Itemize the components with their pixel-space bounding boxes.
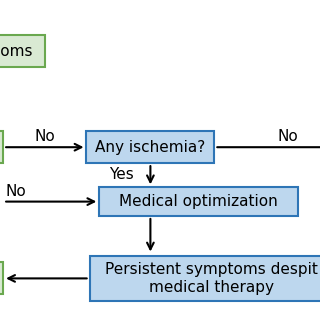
Text: Any ischemia?: Any ischemia? <box>95 140 205 155</box>
Text: Medical optimization: Medical optimization <box>119 194 278 209</box>
FancyBboxPatch shape <box>0 35 45 67</box>
Text: ic symptoms: ic symptoms <box>0 44 33 59</box>
FancyBboxPatch shape <box>0 262 3 294</box>
FancyBboxPatch shape <box>0 131 3 163</box>
Text: No: No <box>6 185 26 199</box>
Text: Yes: Yes <box>109 167 134 182</box>
Text: Persistent symptoms despit
medical therapy: Persistent symptoms despit medical thera… <box>105 262 318 295</box>
FancyBboxPatch shape <box>86 131 214 163</box>
Text: No: No <box>278 129 298 143</box>
Text: No: No <box>35 129 55 143</box>
FancyBboxPatch shape <box>90 256 320 301</box>
FancyBboxPatch shape <box>99 187 298 216</box>
